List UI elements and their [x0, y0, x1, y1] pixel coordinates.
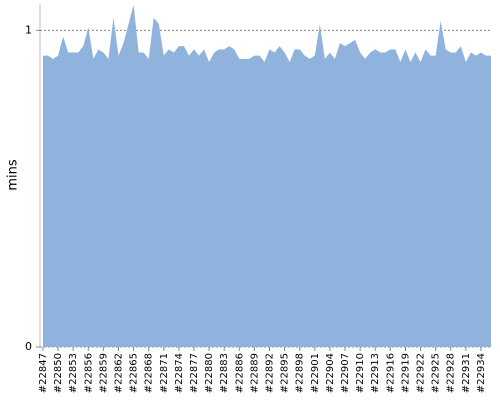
x-tick-label: #22895 — [280, 353, 291, 393]
y-tick-label: 1 — [25, 23, 32, 36]
x-tick-label: #22934 — [476, 353, 487, 393]
x-tick-label: #22859 — [98, 353, 109, 393]
x-tick-label: #22910 — [355, 353, 366, 393]
x-tick-label: #22865 — [129, 353, 140, 393]
x-tick-label: #22931 — [461, 353, 472, 393]
x-tick-label: #22877 — [189, 353, 200, 393]
x-tick-label: #22907 — [340, 353, 351, 393]
y-tick-label: 0 — [25, 340, 32, 353]
x-tick-label: #22913 — [370, 353, 381, 393]
x-tick-label: #22847 — [38, 353, 49, 393]
x-tick-label: #22916 — [385, 353, 396, 393]
x-tick-label: #22901 — [310, 353, 321, 393]
x-tick-label: #22892 — [265, 353, 276, 393]
x-tick-label: #22856 — [83, 353, 94, 393]
x-tick-label: #22928 — [446, 353, 457, 393]
x-tick-label: #22889 — [249, 353, 260, 393]
x-tick-label: #22922 — [416, 353, 427, 393]
x-tick-label: #22904 — [325, 353, 336, 393]
x-tick-label: #22925 — [431, 353, 442, 393]
x-tick-label: #22862 — [114, 353, 125, 393]
x-tick-label: #22850 — [53, 353, 64, 393]
x-tick-label: #22874 — [174, 353, 185, 393]
x-tick-label: #22919 — [400, 353, 411, 393]
x-tick-label: #22853 — [68, 353, 79, 393]
x-tick-label: #22886 — [234, 353, 245, 393]
y-axis-label: mins — [6, 159, 21, 191]
x-tick-label: #22868 — [144, 353, 155, 393]
x-tick-label: #22883 — [219, 353, 230, 393]
area — [43, 5, 491, 347]
x-tick-label: #22880 — [204, 353, 215, 393]
x-tick-label: #22871 — [159, 353, 170, 393]
x-tick-label: #22898 — [295, 353, 306, 393]
